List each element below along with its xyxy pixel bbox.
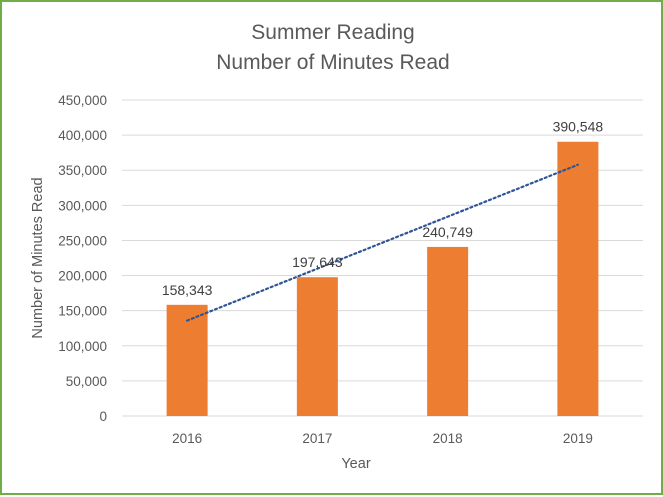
bar-2018 [427,246,469,416]
bars [166,141,599,416]
data-label-2017: 197,643 [292,254,343,270]
chart-title-line-2: Number of Minutes Read [216,51,449,74]
y-tick-label: 150,000 [58,304,107,319]
y-tick-label: 400,000 [58,128,107,143]
data-label-2019: 390,548 [553,119,604,135]
bar-2017 [296,277,338,416]
data-label-2016: 158,343 [162,282,213,298]
y-tick-label: 0 [99,409,107,424]
data-labels: 158,343 197,643 240,749 390,548 [162,119,604,298]
y-axis-title: Number of Minutes Read [30,177,46,338]
bar-2019 [557,141,599,416]
x-tick-label: 2017 [302,431,332,446]
x-tick-label: 2018 [433,431,463,446]
chart-title-line-1: Summer Reading [251,21,414,44]
x-axis-ticks: 2016 2017 2018 2019 [172,431,593,446]
x-tick-label: 2016 [172,431,202,446]
trendline-group [186,163,579,322]
bar-2016 [166,304,208,416]
gridlines [122,99,643,417]
y-tick-label: 200,000 [58,269,107,284]
y-tick-label: 250,000 [58,233,107,248]
x-axis-title: Year [341,456,370,472]
y-tick-label: 100,000 [58,339,107,354]
y-tick-label: 300,000 [58,198,107,213]
y-axis-ticks: 0 50,000 100,000 150,000 200,000 250,000 300,0… [58,93,107,424]
y-tick-label: 50,000 [66,374,107,389]
x-tick-label: 2019 [563,431,593,446]
y-tick-label: 350,000 [58,163,107,178]
trendline [186,163,579,322]
data-label-2018: 240,749 [422,224,473,240]
y-tick-label: 450,000 [58,93,107,108]
